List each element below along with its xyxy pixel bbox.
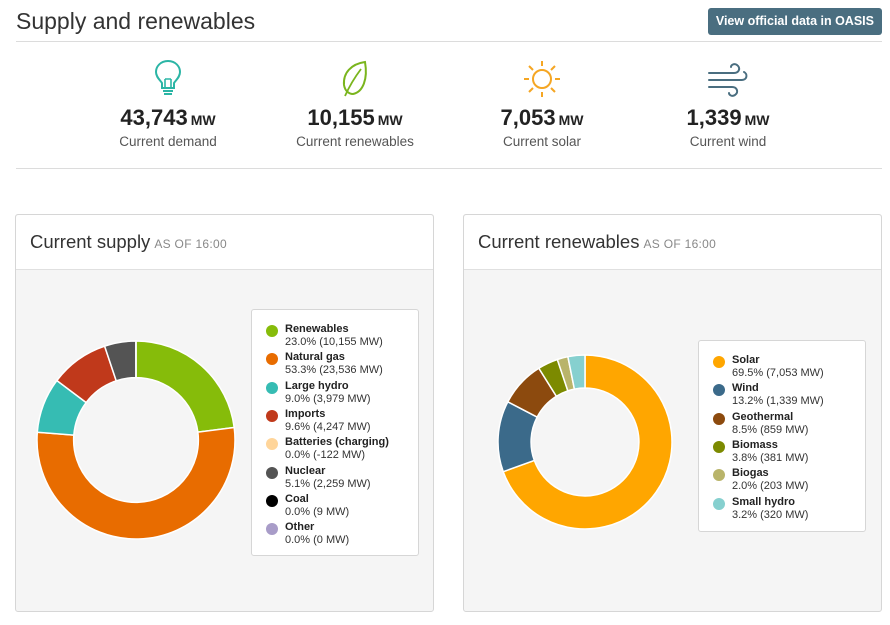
legend-value: 69.5% (7,053 MW)	[732, 367, 824, 379]
legend-swatch	[713, 412, 725, 425]
slice-renewables[interactable]	[135, 340, 236, 433]
legend-swatch	[266, 353, 278, 366]
legend-label: Small hydro	[732, 495, 795, 508]
legend-label: Nuclear	[285, 464, 326, 477]
kpi-wind: 1,339 MW Current wind	[638, 43, 818, 169]
renewables-panel: Current renewables AS OF 16:00 Solar 69.5%…	[463, 214, 882, 612]
legend-label: Imports	[285, 407, 326, 420]
kpi-demand-value: 43,743 MW	[120, 105, 216, 130]
legend-value: 8.5% (859 MW)	[732, 423, 809, 436]
page-header: Supply and renewables View official data…	[16, 0, 882, 42]
legend-value: 0.0% (-122 MW)	[285, 449, 366, 462]
legend-swatch	[266, 523, 278, 536]
renewables-as-of: AS OF 16:00	[643, 237, 717, 251]
legend-label: Other	[285, 521, 315, 534]
legend-value: 3.8% (381 MW)	[732, 451, 809, 464]
supply-panel-header: Current supply AS OF 16:00	[16, 215, 433, 270]
legend-label: Coal	[285, 492, 309, 505]
lightbulb-icon	[154, 59, 182, 95]
slice-small-hydro[interactable]	[567, 354, 586, 390]
kpi-row: 43,743 MW Current demand 10,155 MW Current…	[16, 43, 882, 169]
legend-swatch	[266, 325, 278, 337]
wind-icon	[708, 63, 748, 97]
supply-legend: Renewables 23.0% (10,155 MW) Natural gas 53…	[251, 309, 419, 556]
legend-label: Renewables	[285, 323, 349, 335]
kpi-renewables-label: Current renewables	[296, 134, 414, 149]
kpi-solar-value: 7,053 MW	[500, 105, 584, 130]
slice-natural-gas[interactable]	[36, 426, 236, 540]
kpi-renewables: 10,155 MW Current renewables	[265, 43, 445, 169]
legend-label: Biomass	[732, 438, 778, 451]
legend-swatch	[713, 497, 725, 510]
supply-as-of: AS OF 16:00	[154, 237, 227, 251]
legend-value: 3.2% (320 MW)	[732, 508, 809, 521]
legend-swatch	[266, 466, 278, 479]
leaf-icon	[342, 60, 367, 97]
supply-panel: Current supply AS OF 16:00 Renewables 23.0…	[15, 214, 434, 612]
legend-swatch	[266, 494, 278, 507]
legend-swatch	[266, 409, 278, 422]
kpi-solar-label: Current solar	[502, 134, 582, 149]
legend-label: Biogas	[732, 467, 769, 480]
kpi-demand: 43,743 MW Current demand	[78, 43, 258, 169]
sun-icon	[524, 61, 560, 97]
legend-value: 2.0% (203 MW)	[732, 480, 809, 493]
legend-label: Batteries (charging)	[285, 436, 389, 449]
legend-label: Solar	[732, 354, 760, 366]
kpi-wind-value: 1,339 MW	[686, 105, 770, 130]
view-oasis-button[interactable]: View official data in OASIS	[707, 8, 882, 35]
kpi-wind-label: Current wind	[689, 134, 767, 149]
kpi-solar: 7,053 MW Current solar	[452, 43, 632, 169]
kpi-renewables-value: 10,155 MW	[307, 105, 403, 130]
legend-value: 13.2% (1,339 MW)	[732, 395, 824, 408]
legend-value: 23.0% (10,155 MW)	[285, 336, 383, 348]
legend-value: 9.6% (4,247 MW)	[285, 420, 371, 433]
legend-label: Natural gas	[285, 351, 345, 364]
renewables-legend: Solar 69.5% (7,053 MW) Wind 13.2% (1,339 MW…	[698, 340, 866, 532]
slice-solar[interactable]	[502, 354, 673, 530]
legend-swatch	[266, 438, 278, 451]
legend-value: 5.1% (2,259 MW)	[285, 477, 371, 490]
legend-swatch	[713, 356, 725, 368]
legend-value: 0.0% (9 MW)	[285, 505, 350, 518]
kpi-demand-label: Current demand	[119, 134, 217, 149]
legend-label: Large hydro	[285, 379, 349, 392]
renewables-donut-chart	[497, 354, 673, 530]
legend-value: 53.3% (23,536 MW)	[285, 364, 383, 377]
legend-value: 0.0% (0 MW)	[285, 534, 350, 547]
page-title: Supply and renewables	[16, 8, 256, 34]
supply-donut-chart	[36, 340, 236, 540]
renewables-chart-title: Current renewables AS OF 16:00	[478, 231, 717, 252]
legend-swatch	[713, 440, 725, 453]
legend-swatch	[266, 381, 278, 394]
legend-swatch	[713, 384, 725, 397]
renewables-panel-header: Current renewables AS OF 16:00	[464, 215, 881, 270]
supply-chart-title: Current supply AS OF 16:00	[30, 231, 227, 252]
legend-swatch	[713, 469, 725, 482]
legend-value: 9.0% (3,979 MW)	[285, 392, 371, 405]
legend-label: Wind	[732, 382, 759, 395]
legend-label: Geothermal	[732, 410, 794, 423]
